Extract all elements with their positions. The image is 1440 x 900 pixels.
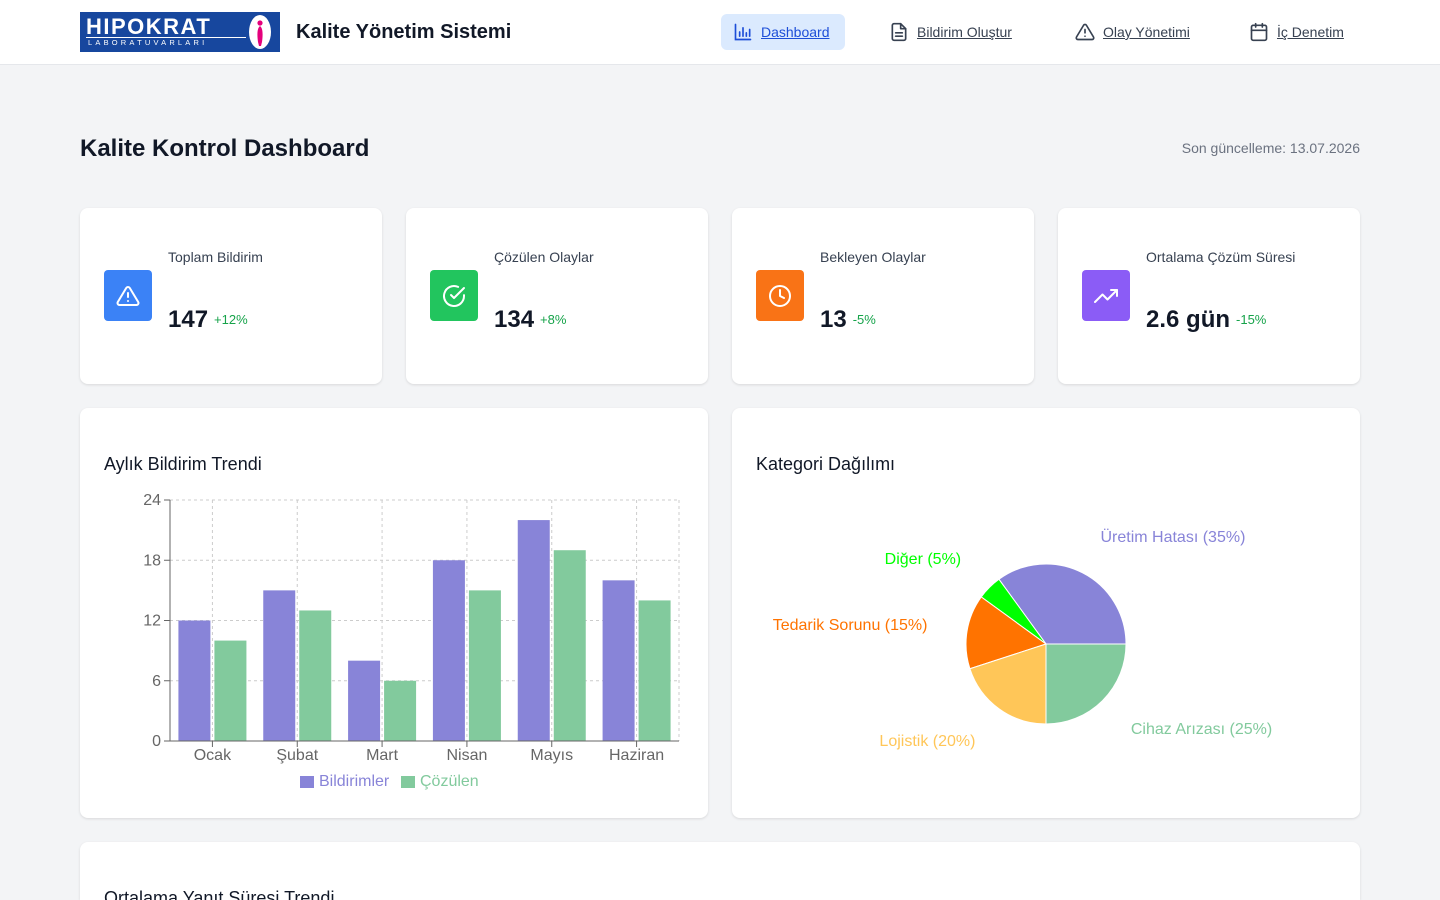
legend-label-1: Çözülen [420,773,479,790]
bar-çözülen-3[interactable] [468,590,501,741]
logo-word: HIPOKRAT [86,14,212,39]
stat-change: -5% [852,312,876,327]
category-pie-chart: Üretim Hatası (35%) Diğer (5%) Tedarik Sor… [773,528,1273,750]
page-title: Kalite Kontrol Dashboard [80,135,370,162]
pie-label-0: Üretim Hatası (35%) [1100,528,1245,546]
stat-icon-box [1082,270,1130,321]
stat-card-resolved: Çözülen Olaylar 134 +8% [406,208,708,384]
monthly-bar-chart: 0 6 12 18 24 Ocak Şubat Mart Nisan Mayıs Haziran Bi… [143,492,680,790]
x-tick-label: Nisan [446,747,487,764]
warning-icon [1075,23,1095,41]
bar-çözülen-0[interactable] [214,640,247,741]
warning-icon [116,285,140,306]
nav-bildirim-olustur-label: Bildirim Oluştur [917,24,1012,40]
bar-bildirimler-3[interactable] [432,560,465,741]
hipokrat-logo[interactable]: HIPOKRAT LABORATUVARLARI [80,12,280,52]
last-update-text: Son güncelleme: 13.07.2026 [1181,140,1360,156]
pie-label-2: Tedarik Sorunu (15%) [773,617,928,634]
stat-label: Ortalama Çözüm Süresi [1146,249,1296,265]
nav-olay-yonetimi[interactable]: Olay Yönetimi [1063,14,1202,50]
y-tick-label: 0 [152,733,161,750]
check-circle-icon [443,284,465,307]
stat-change: -15% [1236,312,1267,327]
bar-bildirimler-0[interactable] [178,620,211,742]
stat-value: 134 +8% [494,306,566,334]
stat-change: +8% [540,312,567,327]
stat-number: 13 [820,306,847,333]
x-tick-label: Şubat [276,747,318,764]
bar-bildirimler-1[interactable] [263,590,296,741]
stat-number: 134 [494,306,535,333]
stat-icon-box [430,270,478,321]
bar-bildirimler-5[interactable] [602,580,635,741]
stat-number: 147 [168,306,209,333]
y-tick-label: 6 [152,673,161,690]
bar-çözülen-5[interactable] [638,600,671,741]
pie-slice-4[interactable] [1045,643,1127,725]
bar-çözülen-2[interactable] [384,680,417,741]
nav-ic-denetim[interactable]: İç Denetim [1237,14,1356,50]
x-tick-label: Mart [366,747,399,764]
y-tick-label: 12 [143,613,161,630]
top-header: HIPOKRAT LABORATUVARLARI Kalite Yönetim … [0,0,1440,65]
panel-title: Kategori Dağılımı [756,454,896,474]
app-title: Kalite Yönetim Sistemi [296,21,512,43]
legend-swatch-1 [401,776,415,788]
document-icon [891,22,907,42]
pie-slice-0[interactable] [998,563,1127,645]
nav-bildirim-olustur[interactable]: Bildirim Oluştur [877,14,1024,50]
nav-olay-yonetimi-label: Olay Yönetimi [1103,24,1190,40]
stat-label: Bekleyen Olaylar [820,249,926,265]
pie-slice-2[interactable] [965,596,1048,670]
stat-icon-box [104,270,152,321]
y-tick-label: 18 [143,552,161,569]
stat-card-pending: Bekleyen Olaylar 13 -5% [732,208,1034,384]
legend-swatch-0 [300,776,314,788]
panel-title: Aylık Bildirim Trendi [104,454,262,474]
bar-çözülen-4[interactable] [553,550,586,741]
calendar-icon [1250,22,1268,42]
pie-label-3: Lojistik (20%) [879,733,975,750]
logo-divider [86,37,246,38]
response-time-trend-panel: Ortalama Yanıt Süresi Trendi [80,842,1360,900]
x-tick-label: Mayıs [530,747,573,764]
stat-value: 2.6 gün -15% [1146,306,1266,334]
stat-card-total-reports: Toplam Bildirim 147 +12% [80,208,382,384]
x-tick-label: Ocak [194,747,232,764]
stat-card-avg-resolution: Ortalama Çözüm Süresi 2.6 gün -15% [1058,208,1360,384]
stat-value: 147 +12% [168,306,248,334]
bar-bildirimler-4[interactable] [517,520,550,741]
bar-bildirimler-2[interactable] [348,660,381,741]
monthly-trend-panel: Aylık Bildirim Trendi 0 6 12 18 24 Ocak Şubat M… [80,408,708,818]
stat-icon-box [756,270,804,321]
logo-emblem-icon [249,15,271,49]
stat-label: Toplam Bildirim [168,249,263,265]
nav-dashboard-label: Dashboard [761,24,830,40]
pie-label-4: Cihaz Arızası (25%) [1131,721,1272,738]
stat-value: 13 -5% [820,306,876,334]
trending-up-icon [1094,288,1118,303]
logo-subtitle: LABORATUVARLARI [88,38,208,47]
panel-title: Ortalama Yanıt Süresi Trendi [104,888,335,900]
category-distribution-panel: Kategori Dağılımı Üretim Hatası (35%) Diğ… [732,408,1360,818]
y-tick-label: 24 [143,492,161,509]
legend-label-0: Bildirimler [319,773,390,790]
stat-change: +12% [214,312,248,327]
stat-label: Çözülen Olaylar [494,249,594,265]
nav-ic-denetim-label: İç Denetim [1277,24,1344,40]
bar-çözülen-1[interactable] [299,610,332,741]
nav-dashboard[interactable]: Dashboard [721,14,845,50]
clock-icon [769,284,791,307]
x-tick-label: Haziran [609,747,664,764]
pie-slice-3[interactable] [969,643,1047,725]
stat-number: 2.6 gün [1146,306,1231,333]
bar-chart-icon [734,23,752,41]
pie-label-1: Diğer (5%) [885,551,961,568]
